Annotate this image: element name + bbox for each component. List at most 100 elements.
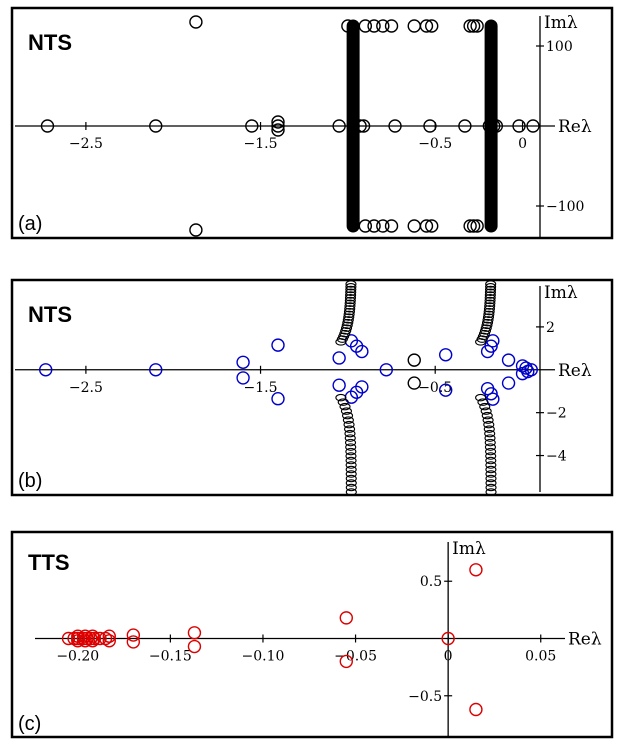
data-point	[485, 465, 497, 474]
data-point	[481, 411, 493, 420]
data-point	[526, 119, 540, 133]
y-tick-label: 100	[546, 39, 573, 55]
data-point	[463, 19, 477, 33]
data-point	[339, 654, 353, 669]
data-point	[102, 629, 116, 643]
data-point	[344, 296, 356, 305]
data-point	[384, 219, 399, 233]
data-point	[483, 425, 495, 433]
data-point	[484, 294, 496, 302]
y-tick-label: −2	[546, 406, 567, 422]
data-point	[345, 291, 357, 299]
data-point	[425, 219, 439, 233]
data-point	[343, 313, 355, 321]
panel-a-frame	[10, 6, 614, 240]
data-point	[339, 611, 353, 625]
data-point	[149, 363, 163, 377]
data-point	[484, 299, 496, 308]
panel-c-title: TTS	[28, 550, 70, 575]
x-tick-label: −1.5	[244, 380, 278, 396]
data-point	[345, 479, 357, 487]
data-point	[501, 376, 516, 390]
data-point	[485, 447, 497, 456]
data-point	[126, 635, 141, 649]
data-point	[484, 429, 496, 438]
data-point	[338, 332, 350, 341]
data-point	[484, 434, 496, 442]
data-point	[344, 302, 356, 310]
data-point	[484, 285, 497, 294]
data-point	[483, 420, 495, 429]
data-point	[344, 434, 356, 442]
data-point	[484, 302, 496, 310]
data-point	[340, 324, 353, 332]
data-point	[481, 321, 493, 330]
data-point	[482, 316, 494, 324]
x-tick-label: 0	[444, 649, 453, 665]
data-point	[484, 288, 496, 297]
data-point	[458, 119, 472, 133]
x-tick-label: −0.5	[418, 380, 452, 396]
data-point	[236, 371, 250, 385]
data-point	[345, 474, 357, 483]
data-point	[245, 119, 259, 133]
data-point	[423, 119, 437, 133]
panel-b-label: (b)	[18, 470, 42, 492]
data-point	[85, 634, 100, 648]
data-point	[341, 411, 354, 420]
data-point	[335, 393, 347, 402]
data-point	[470, 219, 484, 233]
data-point	[343, 310, 355, 319]
data-point	[376, 19, 390, 33]
panel-b-plot: Reλ Imλ −2.5 −1.5 −0.5 2 −2 −4	[15, 280, 592, 496]
data-point	[419, 219, 434, 233]
data-point	[344, 299, 356, 308]
data-point	[419, 19, 434, 33]
data-point	[486, 392, 500, 406]
data-point	[189, 223, 203, 237]
data-point	[102, 634, 116, 648]
data-point	[479, 327, 491, 335]
data-point	[485, 483, 497, 492]
data-point	[485, 461, 497, 469]
panel-c-frame	[10, 530, 614, 739]
y-axis-label: Imλ	[452, 539, 486, 559]
data-point	[342, 316, 354, 324]
data-point	[484, 387, 498, 401]
data-point	[332, 119, 346, 133]
data-point	[78, 629, 92, 643]
data-point	[343, 307, 355, 316]
data-point	[187, 639, 202, 654]
data-point	[344, 438, 357, 447]
data-point	[271, 338, 285, 352]
data-point	[271, 119, 285, 133]
data-point	[407, 219, 421, 233]
panel-c-plot: Reλ Imλ −0.20 −0.15 −0.10 −0.05 0 0.05 0.5 −0.5	[35, 539, 602, 737]
data-point	[340, 407, 352, 415]
data-point	[483, 310, 495, 319]
data-point	[355, 380, 369, 394]
data-point	[345, 285, 357, 294]
panel-a-plot: Reλ Imλ −2.5 −1.5 −0.5 0 100 −100	[15, 13, 592, 238]
data-point	[367, 19, 381, 33]
data-point	[39, 363, 53, 377]
data-point	[345, 288, 357, 297]
x-tick-label: −2.5	[69, 380, 103, 396]
data-point	[485, 474, 497, 483]
data-point	[484, 438, 496, 447]
data-point	[485, 452, 497, 460]
data-point	[466, 219, 481, 233]
data-point	[484, 296, 496, 305]
data-point	[345, 280, 357, 288]
data-point	[343, 420, 355, 429]
data-point	[481, 318, 494, 327]
y-tick-label: −4	[546, 449, 567, 465]
data-point	[480, 324, 492, 332]
data-point	[482, 416, 494, 424]
data-point	[480, 407, 492, 415]
data-point	[477, 398, 489, 406]
data-point	[485, 280, 497, 288]
data-point	[485, 283, 497, 291]
y-tick-label: 0.5	[420, 574, 442, 590]
